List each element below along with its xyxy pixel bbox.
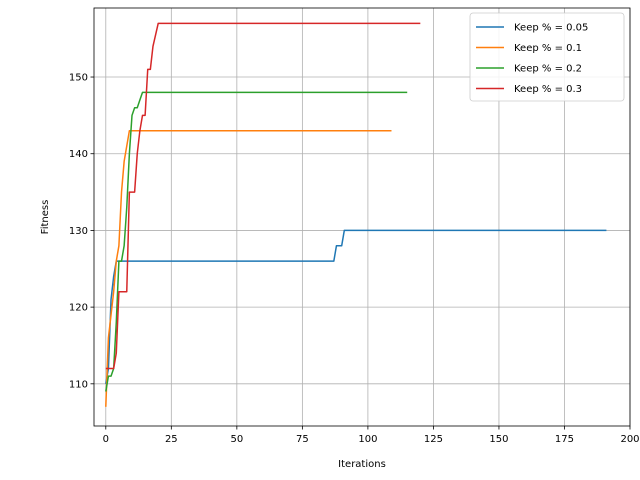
legend-label-2: Keep % = 0.1 [514, 43, 582, 54]
series-line-4 [105, 22, 421, 370]
x-tick-label: 0 [103, 434, 109, 445]
x-tick-label: 50 [230, 434, 243, 445]
series-line-2 [105, 129, 392, 407]
x-axis-label: Iterations [338, 459, 386, 470]
x-tick-label: 150 [489, 434, 508, 445]
legend-label-3: Keep % = 0.2 [514, 64, 582, 75]
x-tick-label: 175 [555, 434, 574, 445]
legend: Keep % = 0.05 Keep % = 0.1 Keep % = 0.2 Kee… [469, 12, 625, 102]
legend-label-1: Keep % = 0.05 [514, 23, 588, 34]
legend-label-4: Keep % = 0.3 [514, 84, 582, 95]
x-tick-label: 75 [296, 434, 309, 445]
series-line-1 [105, 229, 607, 384]
y-axis-label: Fitness [40, 200, 51, 235]
y-tick-label: 140 [69, 149, 88, 160]
y-tick-label: 110 [69, 379, 88, 390]
y-tick-label: 130 [69, 226, 88, 237]
legend-box [469, 12, 625, 102]
series-line-3 [105, 91, 408, 392]
x-tick-label: 100 [358, 434, 377, 445]
x-tick-label: 200 [620, 434, 639, 445]
series-lines [105, 22, 607, 407]
x-tick-label: 125 [424, 434, 443, 445]
plot-area-frame [93, 7, 631, 427]
y-tick-label: 150 [69, 73, 88, 84]
y-tick-label: 120 [69, 303, 88, 314]
x-tick-label: 25 [165, 434, 178, 445]
axis-ticks: 0 25 50 75 100 125 150 175 200 110 120 130 140 150 [69, 73, 640, 445]
